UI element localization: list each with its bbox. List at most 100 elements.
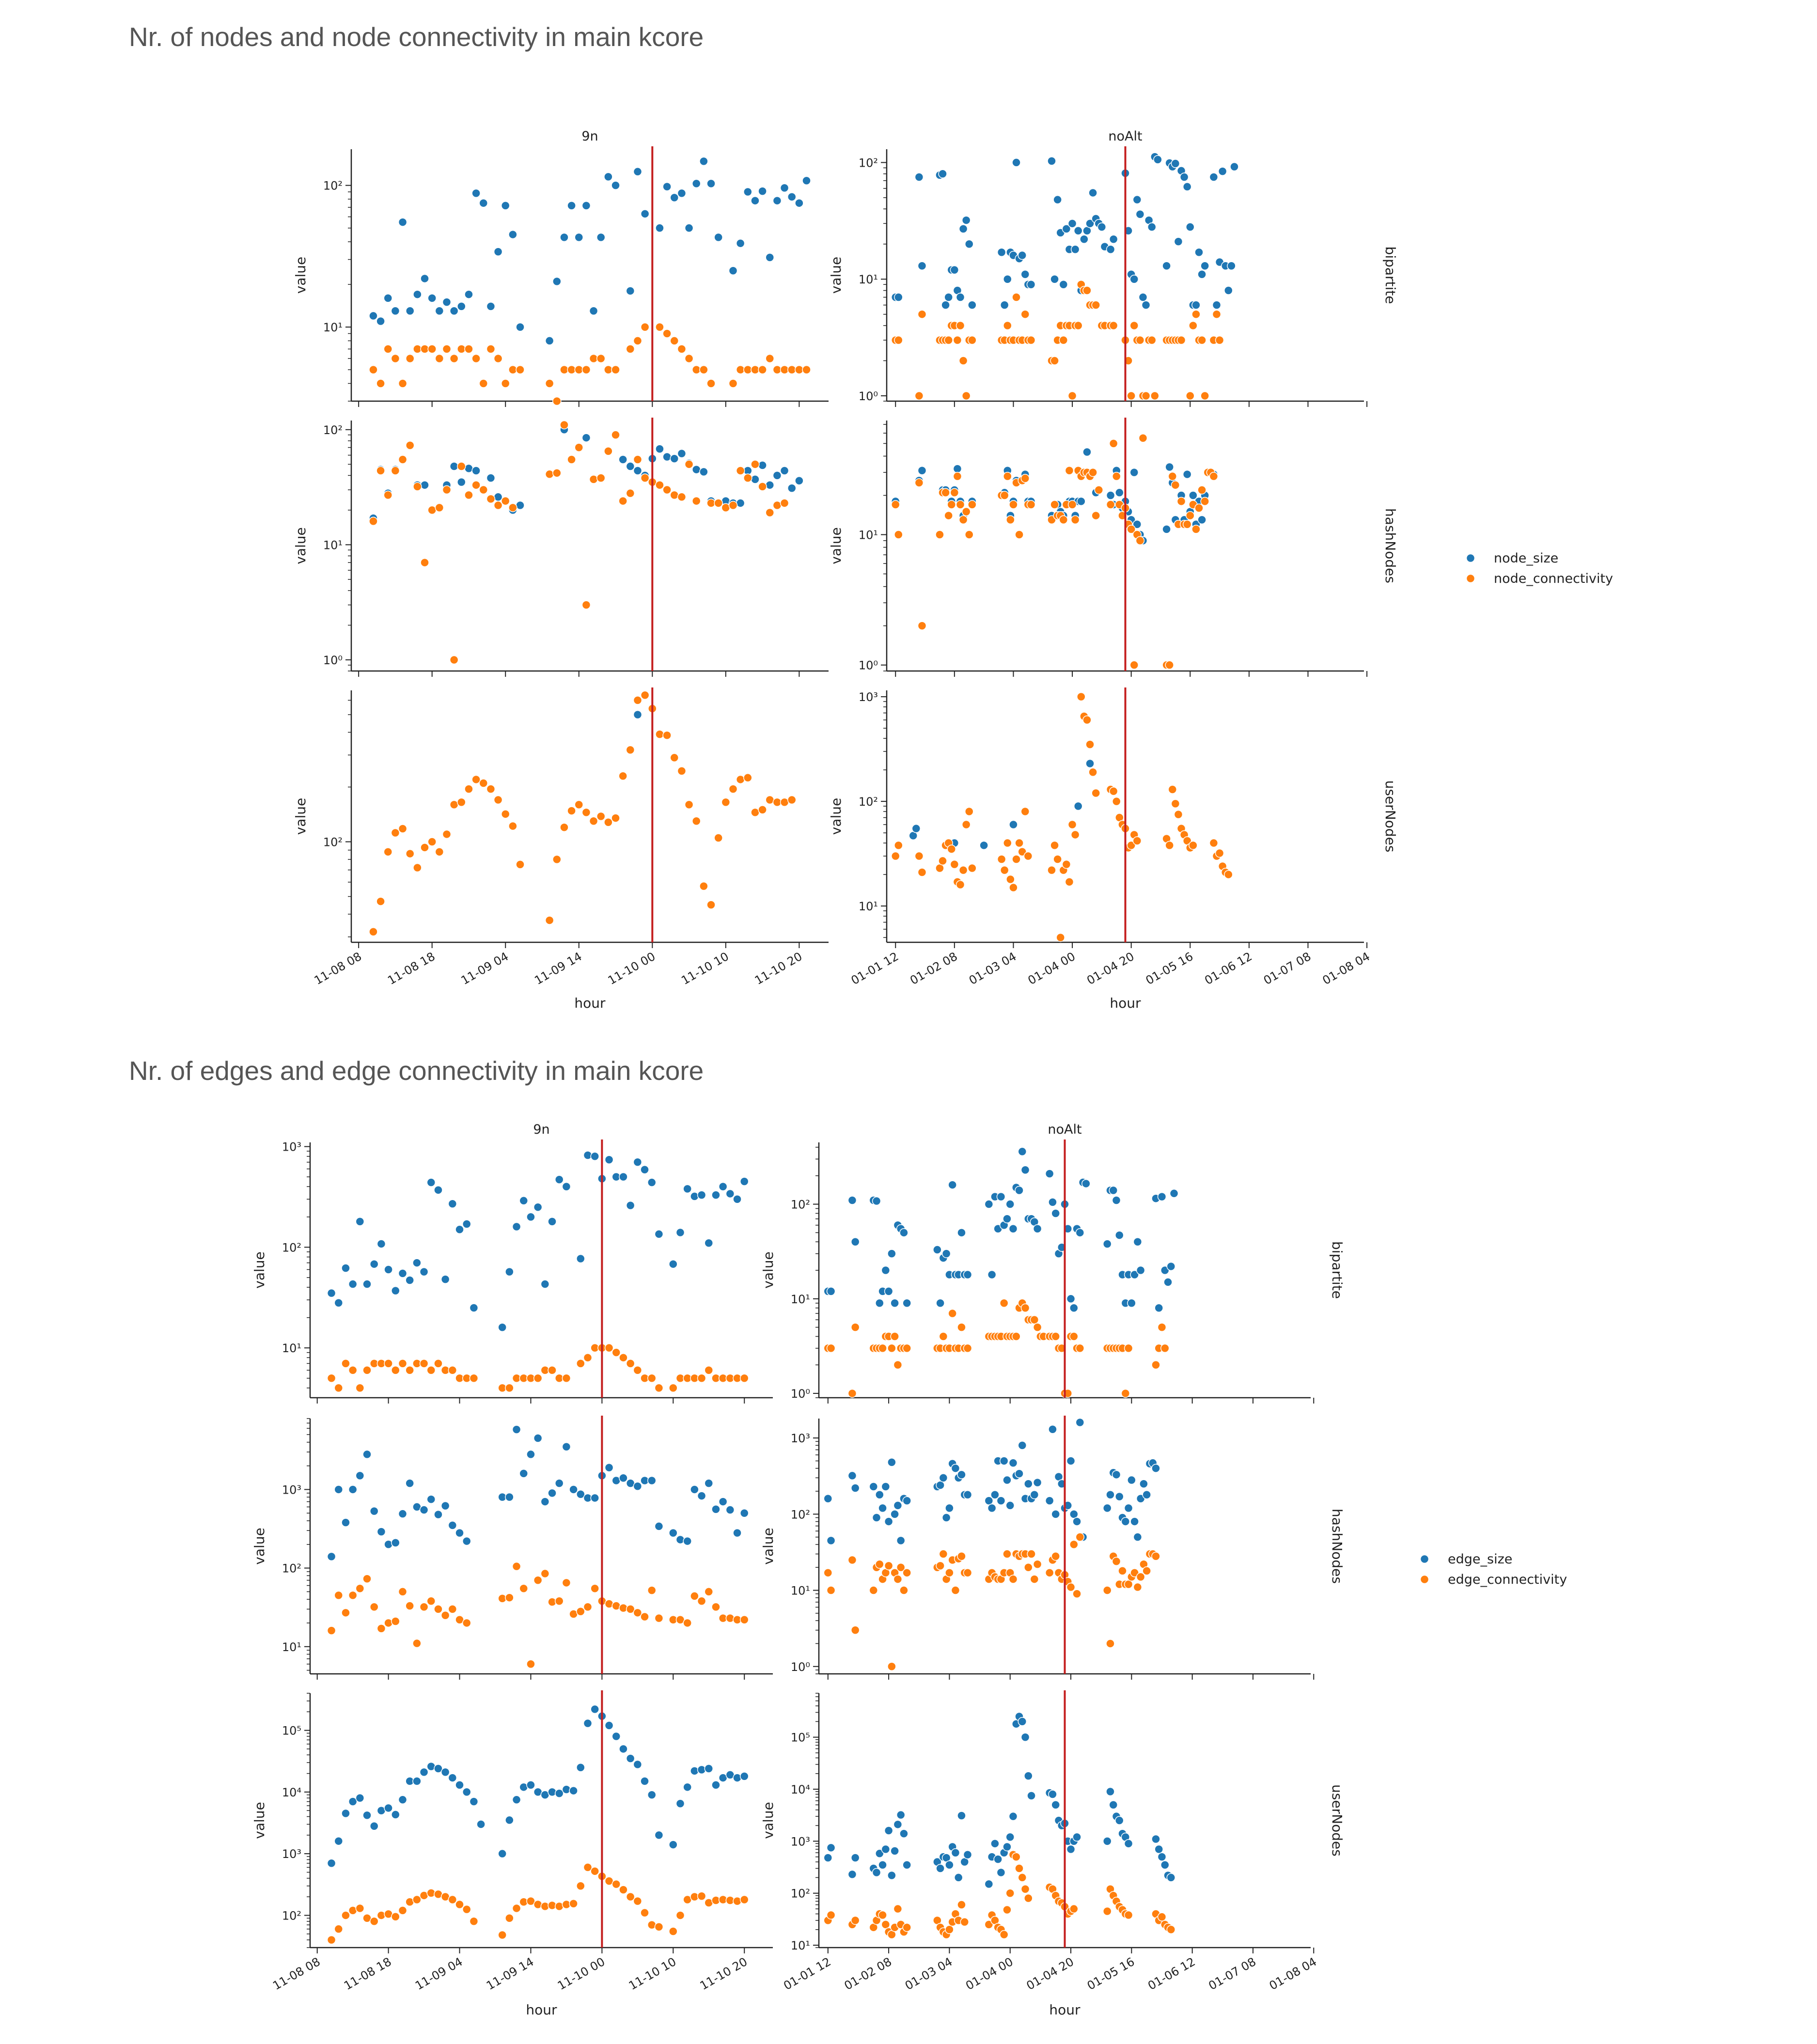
x-axis-label: hour <box>574 995 606 1011</box>
data-point <box>725 1505 735 1514</box>
data-point <box>1072 1517 1081 1526</box>
data-point <box>1066 1294 1076 1304</box>
data-point <box>765 508 775 517</box>
data-point <box>626 1359 635 1368</box>
panel-9n-hashNodes: 10¹ 10² 10³ value <box>251 1416 773 1680</box>
data-point <box>1030 1490 1039 1499</box>
data-point <box>1030 1315 1039 1325</box>
data-point <box>533 1202 543 1212</box>
data-point <box>398 1359 407 1368</box>
data-point <box>654 1383 664 1393</box>
data-point <box>675 1799 685 1808</box>
data-point <box>1150 391 1159 401</box>
data-point <box>1197 485 1206 495</box>
data-point <box>426 1495 436 1504</box>
data-point <box>878 1343 887 1353</box>
data-point <box>1154 1303 1163 1312</box>
data-point <box>618 771 627 780</box>
data-point <box>552 468 562 478</box>
data-point <box>640 473 650 483</box>
data-point <box>1141 391 1151 401</box>
data-point <box>1062 224 1071 234</box>
data-point <box>1000 865 1009 875</box>
data-point <box>1020 807 1030 816</box>
data-point <box>1127 391 1136 401</box>
data-point <box>893 1904 903 1914</box>
data-point <box>1109 439 1118 448</box>
x-tick-label: 11-08 08 <box>270 1955 322 1993</box>
data-point <box>508 503 517 513</box>
y-tick-label: 10¹ <box>859 273 878 286</box>
data-point <box>1069 1332 1079 1341</box>
data-point <box>604 817 613 827</box>
data-point <box>554 1596 564 1606</box>
data-point <box>1129 274 1139 284</box>
data-point <box>1215 848 1224 858</box>
data-point <box>398 1906 407 1915</box>
data-point <box>878 1503 887 1513</box>
data-point <box>890 1846 899 1856</box>
data-point <box>884 1561 893 1571</box>
data-point <box>1212 300 1222 310</box>
data-point <box>1003 321 1012 330</box>
data-point <box>526 1896 535 1906</box>
data-point <box>758 365 767 374</box>
data-point <box>1020 1165 1030 1175</box>
data-point <box>647 1790 657 1799</box>
data-point <box>486 494 496 504</box>
x-tick-label: 01-01 12 <box>849 950 901 987</box>
data-point <box>590 1867 599 1876</box>
data-point <box>850 1323 860 1332</box>
data-point <box>618 455 627 464</box>
data-point <box>1057 1343 1066 1353</box>
data-point <box>442 485 452 495</box>
data-point <box>823 1568 833 1577</box>
data-point <box>1045 1568 1054 1577</box>
data-point <box>501 379 510 388</box>
data-point <box>878 1860 887 1870</box>
data-point <box>1197 269 1206 279</box>
data-point <box>677 492 687 502</box>
data-point <box>611 1879 621 1889</box>
data-point <box>711 1190 721 1200</box>
data-point <box>626 1605 635 1614</box>
data-point <box>498 1323 507 1332</box>
legend-label: node_connectivity <box>1494 571 1613 586</box>
data-point <box>997 248 1006 257</box>
data-point <box>1127 841 1136 850</box>
data-point <box>398 1269 407 1278</box>
data-point <box>1015 1186 1024 1195</box>
data-point <box>958 515 968 525</box>
data-point <box>545 336 554 345</box>
data-point <box>884 1517 893 1526</box>
data-point <box>765 253 775 262</box>
data-point <box>677 766 687 776</box>
data-point <box>341 1359 350 1368</box>
data-point <box>718 1182 728 1191</box>
data-point <box>899 1228 908 1237</box>
data-point <box>548 1217 557 1226</box>
data-point <box>939 1332 948 1341</box>
data-point <box>1171 159 1180 168</box>
data-point <box>704 1764 714 1773</box>
data-point <box>721 503 731 513</box>
data-point <box>426 1596 436 1606</box>
data-point <box>677 449 687 458</box>
data-point <box>955 293 965 302</box>
data-point <box>512 1425 521 1434</box>
row-title: bipartite <box>1329 1241 1345 1299</box>
x-tick-label: 11-10 00 <box>606 950 658 987</box>
data-point <box>984 1879 994 1889</box>
data-point <box>1009 883 1018 892</box>
data-point <box>1026 280 1036 289</box>
data-point <box>758 461 767 470</box>
data-point <box>633 1896 642 1906</box>
data-point <box>1082 447 1092 457</box>
y-tick-label: 10² <box>323 179 343 193</box>
data-point <box>1056 933 1065 942</box>
legend-label: edge_size <box>1448 1552 1512 1567</box>
data-point <box>691 816 701 826</box>
y-axis-label: value <box>828 257 844 294</box>
series-edge_size <box>327 1704 749 1868</box>
data-point <box>1015 838 1024 848</box>
